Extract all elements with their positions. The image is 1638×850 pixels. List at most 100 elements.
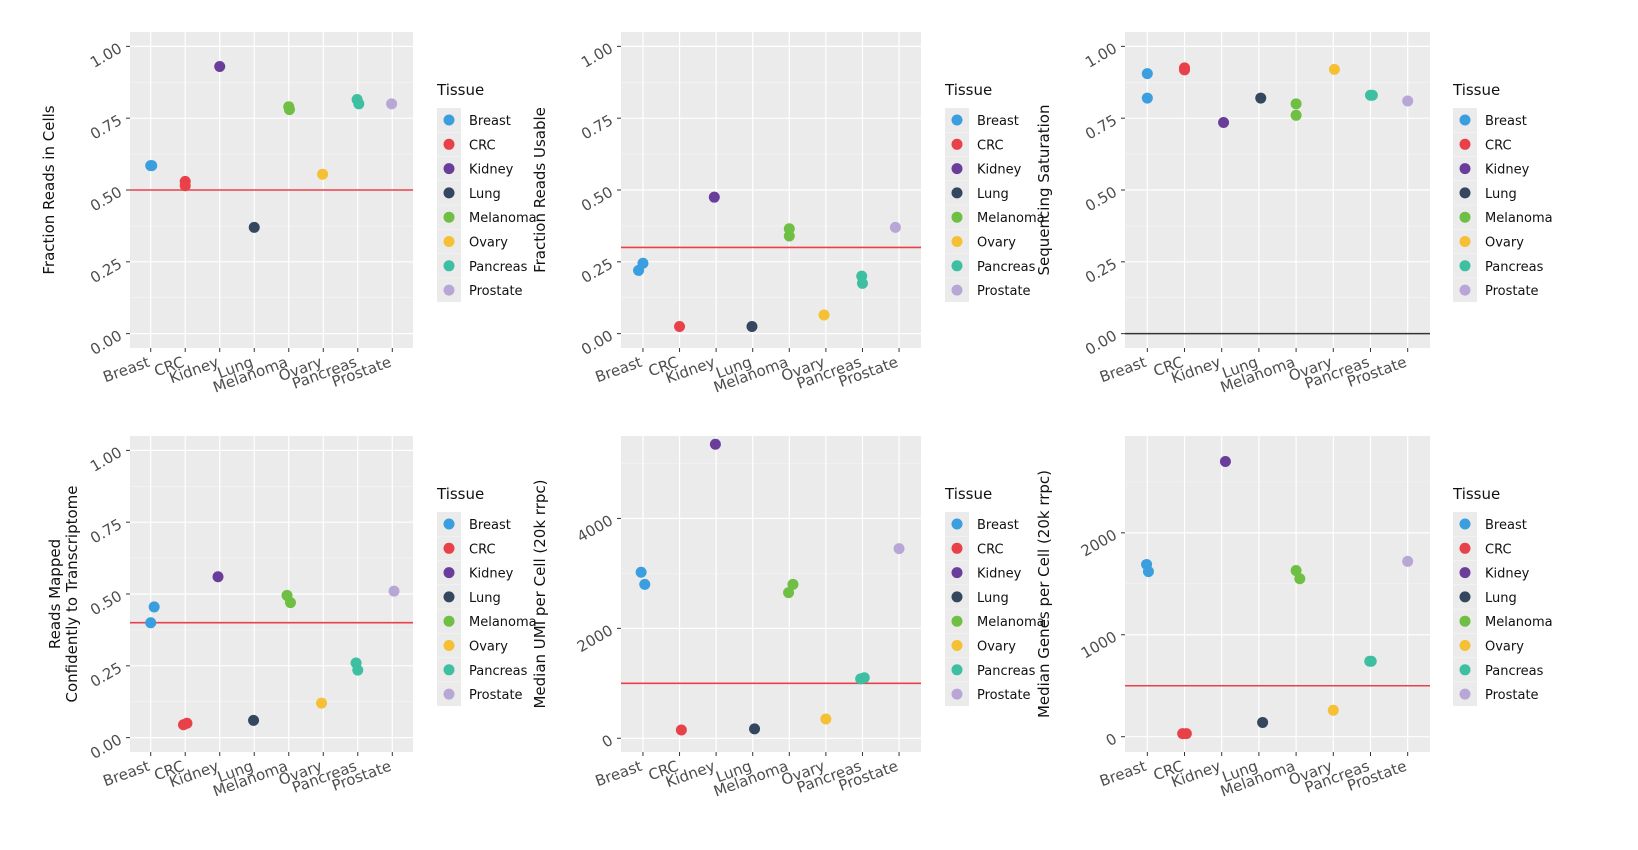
legend-label: Ovary — [1485, 640, 1524, 655]
legend-title: Tissue — [1452, 485, 1500, 503]
legend-label: Lung — [469, 591, 501, 606]
legend-swatch-prostate — [1459, 688, 1471, 700]
y-axis-label: Fraction Reads Usable — [531, 107, 549, 273]
legend-swatch-melanoma — [1459, 211, 1471, 223]
legend-title: Tissue — [436, 81, 484, 99]
data-point-ovary — [316, 697, 328, 709]
legend: Tissue Breast CRC Kidney Lung Melanoma Ovary Pa… — [436, 81, 537, 303]
plot-background — [1125, 436, 1430, 752]
data-point-breast — [639, 578, 651, 590]
y-tick-label: 0 — [1103, 730, 1120, 750]
data-point-breast — [635, 566, 647, 578]
legend-label: Kidney — [469, 163, 514, 178]
legend-label: Ovary — [977, 640, 1016, 655]
y-axis-label: Median Genes per Cell (20k rrpc) — [1035, 470, 1053, 718]
legend-label: Melanoma — [977, 615, 1045, 630]
y-tick-label: 2000 — [1078, 526, 1120, 561]
legend-swatch-ovary — [443, 640, 455, 651]
legend-swatch-crc — [951, 542, 963, 554]
legend-swatch-crc — [1459, 542, 1471, 554]
legend-label: Lung — [1485, 187, 1517, 202]
data-point-crc — [179, 180, 191, 192]
legend-swatch-breast — [1459, 518, 1471, 530]
legend-swatch-ovary — [951, 236, 963, 247]
data-point-pancreas — [353, 98, 365, 110]
legend-label: Lung — [1485, 591, 1517, 606]
legend-label: Pancreas — [1485, 260, 1544, 275]
legend-label: Breast — [977, 114, 1019, 129]
data-point-melanoma — [1294, 573, 1306, 585]
legend-swatch-melanoma — [443, 211, 455, 223]
legend-swatch-crc — [443, 542, 455, 554]
legend-label: Ovary — [1485, 236, 1524, 251]
legend-label: Ovary — [977, 236, 1016, 251]
legend: Tissue Breast CRC Kidney Lung Melanoma Ovary Pa… — [436, 485, 537, 707]
y-tick-label: 0.00 — [1082, 327, 1120, 359]
legend-label: Melanoma — [469, 211, 537, 226]
legend-swatch-lung — [443, 187, 455, 199]
legend-label: Kidney — [469, 567, 514, 582]
data-point-crc — [1179, 64, 1191, 76]
y-tick-label: 0.00 — [87, 327, 125, 359]
data-point-lung — [749, 723, 761, 735]
y-tick-label: 0.75 — [87, 111, 125, 143]
y-tick-label: 0.50 — [578, 183, 616, 215]
chart-panel-5: 0 2000 4000 Breast CRC Kidney Lung Melanoma Ovar… — [531, 436, 1045, 800]
legend-label: CRC — [1485, 138, 1512, 153]
legend-swatch-prostate — [1459, 284, 1471, 296]
data-point-kidney — [708, 191, 720, 203]
legend-label: Kidney — [1485, 567, 1530, 582]
data-point-crc — [1180, 728, 1192, 740]
legend-swatch-prostate — [443, 284, 455, 296]
legend-swatch-breast — [443, 114, 455, 126]
legend-label: Kidney — [977, 567, 1022, 582]
y-tick-label: 1.00 — [87, 443, 125, 475]
data-point-kidney — [1218, 116, 1230, 128]
legend-label: Lung — [977, 591, 1009, 606]
legend-title: Tissue — [436, 485, 484, 503]
legend-swatch-lung — [951, 591, 963, 603]
legend-label: Prostate — [1485, 284, 1539, 299]
chart-panel-2: 0.00 0.25 0.50 0.75 1.00 Breast CRC Kidney Lung M… — [531, 32, 1045, 396]
plot-background — [621, 436, 921, 752]
legend-swatch-pancreas — [1459, 664, 1471, 676]
x-tick-label: Breast — [101, 757, 153, 790]
legend-swatch-breast — [951, 518, 963, 530]
legend-label: Lung — [469, 187, 501, 202]
data-point-melanoma — [783, 230, 795, 242]
y-tick-label: 1.00 — [87, 39, 125, 71]
legend-label: CRC — [469, 542, 496, 557]
legend-swatch-melanoma — [951, 211, 963, 223]
legend-swatch-melanoma — [951, 615, 963, 627]
legend-swatch-melanoma — [1459, 615, 1471, 627]
legend-label: Melanoma — [1485, 615, 1553, 630]
legend-label: Pancreas — [977, 260, 1036, 275]
data-point-breast — [1142, 566, 1154, 578]
legend-label: Breast — [977, 518, 1019, 533]
y-tick-label: 2000 — [574, 621, 616, 656]
legend-swatch-lung — [1459, 187, 1471, 199]
y-axis-label: Fraction Reads in Cells — [40, 105, 58, 274]
y-tick-label: 0.25 — [1082, 255, 1120, 287]
legend-swatch-ovary — [443, 236, 455, 247]
data-point-crc — [674, 320, 686, 332]
chart-panel-3: 0.00 0.25 0.50 0.75 1.00 Breast CRC Kidney Lung M… — [1035, 32, 1553, 396]
legend-swatch-crc — [443, 138, 455, 150]
x-tick-label: Breast — [593, 757, 645, 790]
data-point-lung — [1257, 716, 1269, 728]
data-point-kidney — [709, 438, 721, 450]
x-tick-label: Melanoma — [1218, 757, 1297, 801]
y-tick-label: 0.25 — [87, 255, 125, 287]
legend-swatch-kidney — [1459, 567, 1471, 579]
data-point-melanoma — [283, 104, 295, 116]
data-point-pancreas — [1366, 89, 1378, 101]
y-tick-label: 0.75 — [1082, 111, 1120, 143]
legend-swatch-pancreas — [1459, 260, 1471, 272]
data-point-pancreas — [352, 664, 364, 676]
legend-label: Pancreas — [1485, 664, 1544, 679]
data-point-lung — [1255, 92, 1267, 104]
x-tick-label: Breast — [593, 353, 645, 386]
legend-swatch-ovary — [1459, 640, 1471, 651]
legend-title: Tissue — [1452, 81, 1500, 99]
legend: Tissue Breast CRC Kidney Lung Melanoma Ovary Pa… — [944, 485, 1045, 707]
